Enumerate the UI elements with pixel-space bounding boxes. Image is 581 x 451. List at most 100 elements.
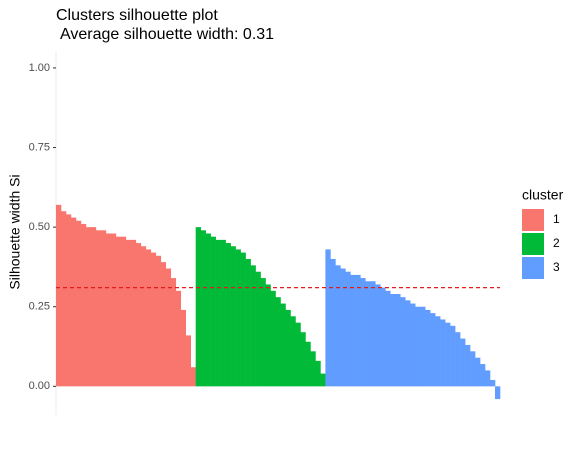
bar — [130, 239, 137, 387]
bar — [135, 243, 142, 387]
bar — [305, 341, 311, 387]
bar — [310, 351, 316, 387]
bar — [325, 249, 331, 387]
bar — [175, 290, 182, 387]
bar — [345, 271, 351, 387]
bar — [205, 233, 211, 387]
bar — [300, 332, 306, 387]
bar — [90, 227, 97, 387]
y-tick-label: 0.25 — [29, 301, 50, 313]
bar — [230, 246, 236, 387]
bar — [85, 227, 92, 387]
bar — [235, 249, 241, 387]
y-axis-label: Silhouette width Si — [7, 174, 23, 289]
bar — [160, 262, 167, 387]
bar — [200, 230, 206, 387]
bar — [275, 297, 281, 387]
bar — [140, 246, 147, 387]
bar — [260, 278, 266, 387]
bar — [290, 316, 296, 387]
bar — [155, 255, 162, 387]
bar — [370, 281, 376, 387]
bar — [245, 258, 251, 387]
bar — [425, 309, 431, 387]
legend-swatch — [522, 233, 544, 255]
bar — [430, 313, 436, 387]
bar — [215, 239, 221, 387]
bar — [385, 290, 391, 387]
bar — [95, 230, 102, 387]
legend-label: 2 — [553, 236, 560, 250]
bar — [115, 236, 122, 387]
bar — [350, 274, 356, 387]
bar — [185, 335, 191, 387]
bar — [330, 258, 336, 387]
bar — [405, 300, 411, 387]
bar — [56, 204, 62, 387]
bar — [400, 297, 406, 387]
chart-subtitle: Average silhouette width: 0.31 — [60, 26, 274, 43]
bar — [125, 239, 132, 387]
y-tick-label: 0.75 — [29, 141, 50, 153]
bar — [65, 214, 72, 387]
bar — [455, 332, 461, 387]
bar — [485, 370, 491, 387]
bar — [110, 233, 117, 387]
bar — [255, 271, 261, 387]
y-tick-label: 0.00 — [29, 380, 50, 392]
bar — [390, 294, 396, 387]
y-tick-label: 0.50 — [29, 221, 50, 233]
legend-label: 3 — [553, 260, 560, 274]
bar — [220, 239, 226, 387]
bar — [60, 211, 67, 387]
bar — [100, 230, 107, 387]
bar — [315, 360, 321, 387]
bar — [270, 290, 276, 387]
bar — [190, 367, 196, 387]
bar — [240, 252, 246, 387]
bar — [475, 357, 481, 387]
bar — [295, 322, 301, 387]
bar — [445, 322, 451, 387]
y-tick-label: 1.00 — [29, 62, 50, 74]
bar — [170, 278, 177, 387]
bar — [360, 278, 366, 387]
bar — [105, 233, 112, 387]
bar — [195, 227, 201, 387]
bar — [280, 303, 286, 387]
bar — [285, 309, 291, 387]
bar — [180, 309, 187, 387]
bar — [355, 274, 361, 387]
legend-swatch — [522, 257, 544, 279]
bar — [440, 319, 446, 387]
chart-title: Clusters silhouette plot — [56, 7, 218, 24]
bar — [265, 284, 271, 387]
bar — [145, 249, 152, 387]
bar — [420, 306, 426, 387]
legend-title: cluster — [522, 187, 564, 203]
bar — [375, 284, 381, 387]
bar — [165, 268, 172, 387]
legend-label: 1 — [553, 212, 560, 226]
bar — [320, 373, 326, 387]
bar — [495, 386, 501, 400]
bar — [120, 236, 127, 387]
bar — [210, 236, 216, 387]
bar — [80, 223, 87, 387]
bar — [480, 364, 486, 387]
bar — [450, 325, 456, 387]
bar — [150, 252, 157, 387]
bar — [340, 268, 346, 387]
bar — [410, 303, 416, 387]
bar — [335, 265, 341, 387]
bar — [465, 344, 471, 387]
legend-swatch — [522, 209, 544, 231]
bar — [250, 265, 256, 387]
bar — [470, 351, 476, 387]
bar — [490, 379, 496, 387]
bar — [460, 338, 466, 387]
bar — [70, 217, 77, 387]
bar — [75, 220, 82, 387]
bar — [415, 306, 421, 387]
